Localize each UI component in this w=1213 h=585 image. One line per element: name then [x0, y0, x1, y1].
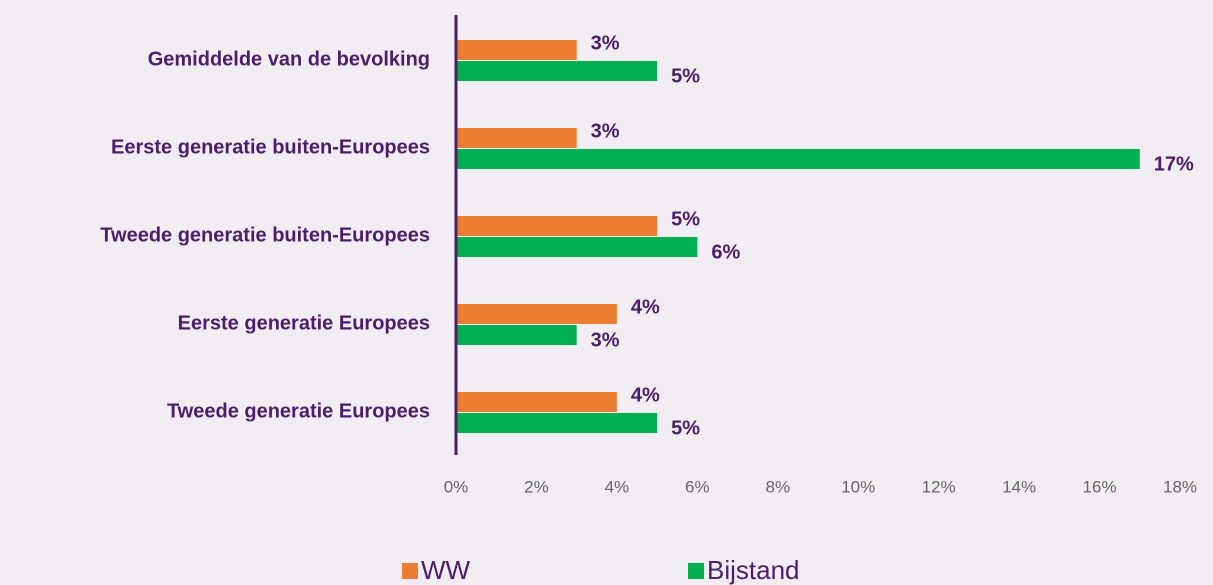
category-label: Tweede generatie buiten-Europees: [100, 224, 430, 246]
x-tick-label: 18%: [1163, 477, 1197, 496]
legend-swatch: [688, 563, 704, 579]
bar: [456, 61, 658, 81]
category-label: Gemiddelde van de bevolking: [148, 48, 430, 70]
data-label: 17%: [1154, 153, 1194, 175]
category-label: Eerste generatie buiten-Europees: [111, 136, 430, 158]
data-label: 3%: [591, 32, 620, 54]
x-tick-label: 10%: [841, 477, 875, 496]
x-tick-label: 2%: [524, 477, 549, 496]
legend-label: WW: [421, 555, 471, 585]
legend-swatch: [402, 563, 418, 579]
data-label: 6%: [711, 241, 740, 263]
bar: [456, 304, 617, 324]
bar: [456, 216, 658, 236]
x-tick-label: 14%: [1002, 477, 1036, 496]
category-label: Eerste generatie Europees: [178, 312, 430, 334]
legend-label: Bijstand: [707, 555, 800, 585]
data-label: 5%: [671, 208, 700, 230]
bar: [456, 392, 617, 412]
data-label: 5%: [671, 417, 700, 439]
bar: [456, 237, 698, 257]
data-label: 4%: [631, 384, 660, 406]
bar: [456, 40, 577, 60]
data-label: 5%: [671, 65, 700, 87]
bar: [456, 128, 577, 148]
data-label: 4%: [631, 296, 660, 318]
x-tick-label: 0%: [444, 477, 469, 496]
category-label: Tweede generatie Europees: [167, 400, 430, 422]
x-tick-label: 4%: [605, 477, 630, 496]
bar: [456, 325, 577, 345]
x-tick-label: 12%: [922, 477, 956, 496]
data-label: 3%: [591, 120, 620, 142]
bar: [456, 149, 1140, 169]
x-tick-label: 6%: [685, 477, 710, 496]
data-label: 3%: [591, 329, 620, 351]
x-tick-label: 8%: [765, 477, 790, 496]
bar: [456, 413, 658, 433]
x-tick-label: 16%: [1083, 477, 1117, 496]
